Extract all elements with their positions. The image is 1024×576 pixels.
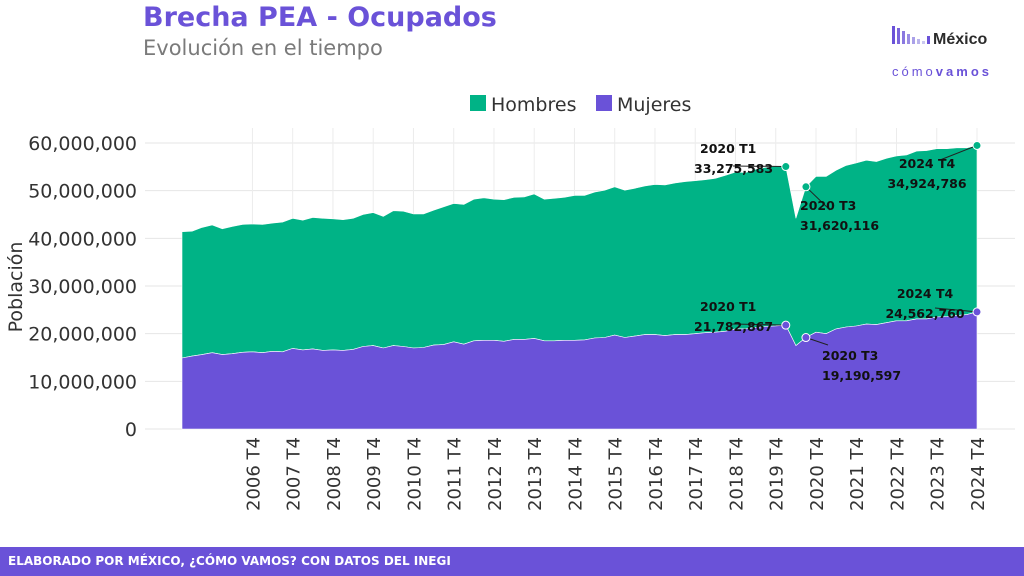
legend: Hombres Mujeres [470, 94, 691, 116]
annotation-label-mujeres-2020-t1: 2020 T1 [700, 299, 756, 314]
annotation-point-hombres-2020-t3 [801, 182, 811, 192]
footer-bar: ELABORADO POR MÉXICO, ¿CÓMO VAMOS? CON D… [0, 547, 1024, 576]
chart-areas [181, 145, 978, 430]
x-tick-label: 2021 T4 [847, 437, 868, 511]
x-tick-label: 2017 T4 [686, 437, 707, 511]
mexico-como-vamos-logo: México cómovamos [892, 26, 992, 79]
x-tick-label: 2009 T4 [364, 437, 385, 511]
x-tick-label: 2006 T4 [243, 437, 264, 511]
annotation-value-mujeres-2024-t4: 24,562,760 [885, 306, 964, 321]
x-tick-label: 2007 T4 [284, 437, 305, 511]
x-tick-label: 2022 T4 [887, 437, 908, 511]
x-tick-label: 2008 T4 [324, 437, 345, 511]
y-axis: 0 10,000,000 20,000,000 30,000,000 40,000,00… [28, 133, 137, 441]
x-tick-label: 2016 T4 [646, 437, 667, 511]
annotation-point-hombres-2020-t1 [781, 162, 791, 172]
annotation-leader-mujeres-2020-t1 [732, 323, 786, 326]
y-tick-label: 50,000,000 [28, 181, 137, 203]
legend-label-mujeres: Mujeres [617, 94, 691, 116]
y-axis-label: Población [5, 242, 27, 333]
x-tick-label: 2012 T4 [485, 437, 506, 511]
footer-source-text: ELABORADO POR MÉXICO, ¿CÓMO VAMOS? CON D… [8, 554, 451, 568]
y-tick-label: 0 [125, 419, 137, 441]
x-tick-label: 2014 T4 [565, 437, 586, 511]
annotation-point-mujeres-2020-t1 [781, 320, 791, 330]
logo-tagline-a: cómo [892, 64, 936, 79]
annotation-label-hombres-2024-t4: 2024 T4 [899, 156, 956, 171]
annotations: 2020 T1 33,275,583 2020 T3 31,620,116 2024 T… [694, 140, 982, 383]
annotation-value-hombres-2020-t1: 33,275,583 [694, 161, 773, 176]
annotation-value-hombres-2020-t3: 31,620,116 [800, 218, 879, 233]
x-tick-label: 2010 T4 [404, 437, 425, 511]
chart-subtitle: Evolución en el tiempo [143, 36, 383, 60]
legend-swatch-mujeres [596, 95, 612, 111]
x-tick-label: 2020 T4 [807, 437, 828, 511]
chart-title: Brecha PEA - Ocupados [143, 2, 497, 33]
annotation-leader-hombres-2024-t4 [939, 144, 978, 161]
logo-tagline-b: vamos [936, 64, 992, 79]
y-tick-label: 30,000,000 [28, 276, 137, 298]
annotation-leader-hombres-2020-t1 [732, 165, 786, 168]
svg-text:cómovamos: cómovamos [892, 64, 992, 79]
annotation-value-mujeres-2020-t1: 21,782,867 [694, 319, 773, 334]
annotation-label-mujeres-2020-t3: 2020 T3 [822, 348, 878, 363]
legend-swatch-hombres [470, 95, 486, 111]
annotation-point-mujeres-2020-t3 [801, 333, 811, 343]
x-tick-label: 2023 T4 [928, 437, 949, 511]
x-tick-label: 2013 T4 [525, 437, 546, 511]
area-chart: 0 10,000,000 20,000,000 30,000,000 40,000,00… [5, 94, 1015, 511]
annotation-value-mujeres-2020-t3: 19,190,597 [822, 368, 901, 383]
annotation-leader-hombres-2020-t3 [805, 186, 831, 211]
logo-name: México [933, 31, 987, 48]
x-tick-label: 2015 T4 [606, 437, 627, 511]
x-tick-label: 2019 T4 [767, 437, 788, 511]
y-tick-label: 20,000,000 [28, 324, 137, 346]
annotation-leader-mujeres-2024-t4 [934, 307, 978, 313]
y-tick-label: 60,000,000 [28, 133, 137, 155]
annotation-value-hombres-2024-t4: 34,924,786 [887, 176, 966, 191]
x-tick-label: 2018 T4 [726, 437, 747, 511]
annotation-label-hombres-2020-t1: 2020 T1 [700, 141, 756, 156]
annotation-label-mujeres-2024-t4: 2024 T4 [897, 286, 954, 301]
x-tick-label: 2011 T4 [445, 437, 466, 511]
x-axis: 2006 T4 2007 T4 2008 T4 2009 T4 2010 T4 2011 … [243, 437, 989, 511]
legend-label-hombres: Hombres [491, 94, 576, 116]
annotation-label-hombres-2020-t3: 2020 T3 [800, 198, 856, 213]
area-series-mujeres [181, 311, 978, 430]
logo-bars-icon [892, 26, 930, 44]
annotation-point-hombres-2024-t4 [972, 140, 982, 150]
annotation-point-mujeres-2024-t4 [972, 307, 982, 317]
y-tick-label: 10,000,000 [28, 371, 137, 393]
x-tick-label: 2024 T4 [968, 437, 989, 511]
y-tick-label: 40,000,000 [28, 228, 137, 250]
